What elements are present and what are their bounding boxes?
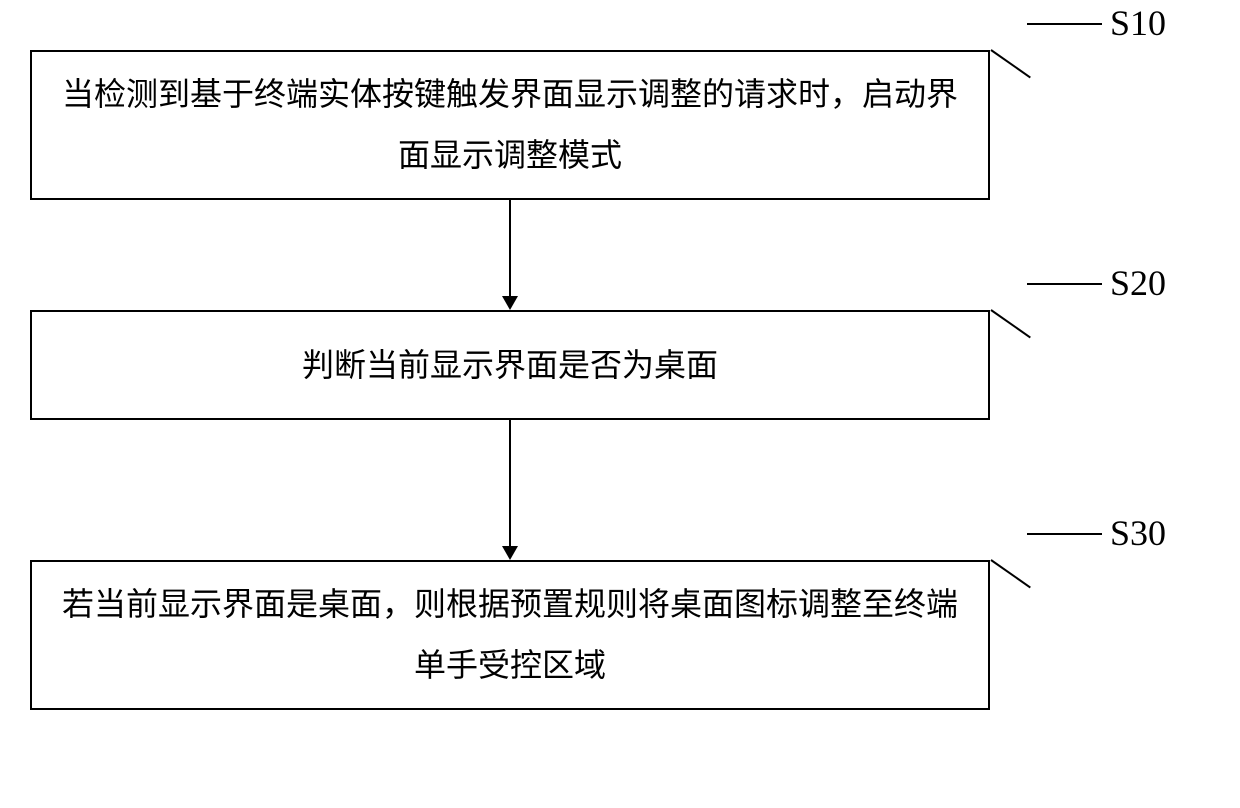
label-s20: S20 bbox=[1110, 262, 1166, 304]
arrow-s20-s30 bbox=[502, 546, 518, 560]
leader-line-s30 bbox=[990, 559, 1030, 588]
edge-s10-s20 bbox=[509, 200, 511, 296]
flowchart-node-s10: 当检测到基于终端实体按键触发界面显示调整的请求时，启动界面显示调整模式 bbox=[30, 50, 990, 200]
node-s10-text: 当检测到基于终端实体按键触发界面显示调整的请求时，启动界面显示调整模式 bbox=[52, 64, 968, 186]
flowchart-node-s30: 若当前显示界面是桌面，则根据预置规则将桌面图标调整至终端单手受控区域 bbox=[30, 560, 990, 710]
leader-line-s20-h bbox=[1027, 283, 1102, 285]
flowchart-node-s20: 判断当前显示界面是否为桌面 bbox=[30, 310, 990, 420]
node-s20-text: 判断当前显示界面是否为桌面 bbox=[302, 335, 718, 396]
leader-line-s20 bbox=[990, 309, 1030, 338]
leader-line-s30-h bbox=[1027, 533, 1102, 535]
leader-line-s10-h bbox=[1027, 23, 1102, 25]
leader-line-s10 bbox=[990, 49, 1030, 78]
node-s30-text: 若当前显示界面是桌面，则根据预置规则将桌面图标调整至终端单手受控区域 bbox=[52, 574, 968, 696]
flowchart-container: 当检测到基于终端实体按键触发界面显示调整的请求时，启动界面显示调整模式 S10 … bbox=[0, 0, 1240, 808]
arrow-s10-s20 bbox=[502, 296, 518, 310]
label-s10: S10 bbox=[1110, 2, 1166, 44]
label-s30: S30 bbox=[1110, 512, 1166, 554]
edge-s20-s30 bbox=[509, 420, 511, 546]
